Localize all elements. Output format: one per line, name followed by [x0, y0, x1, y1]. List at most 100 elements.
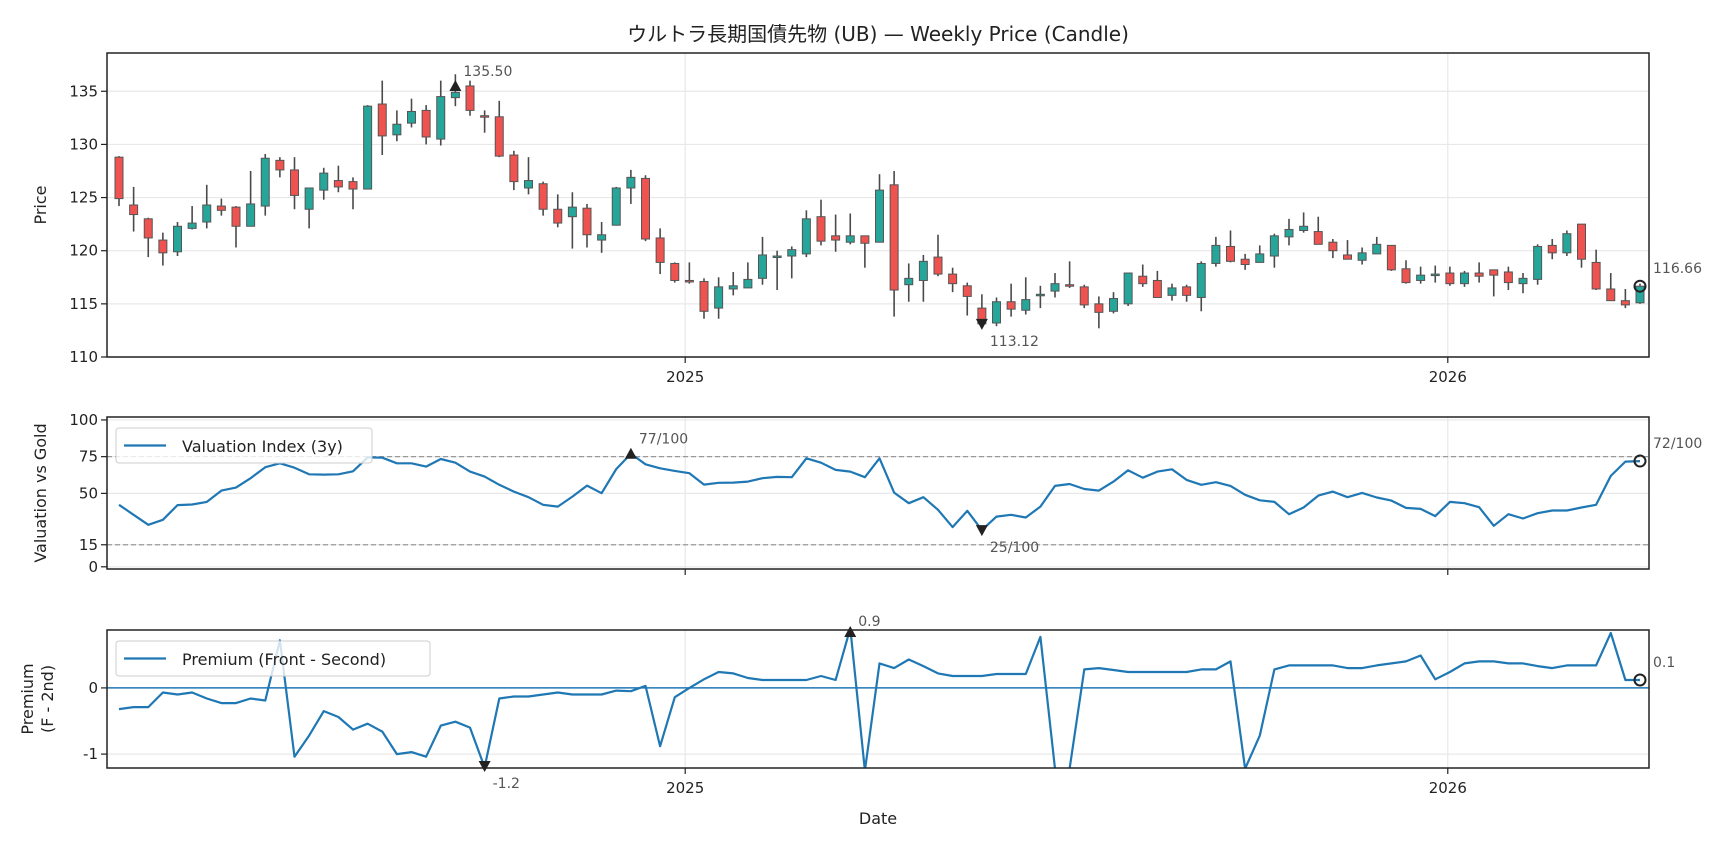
candle: [1123, 272, 1133, 306]
candle: [655, 228, 665, 275]
candle: [509, 150, 519, 191]
candle-body-up: [436, 96, 446, 140]
min-marker-triangle-down-icon: [975, 318, 988, 330]
candle: [597, 222, 607, 253]
candle-body-down: [1328, 241, 1338, 252]
candle: [553, 194, 563, 228]
y-axis-label: Valuation vs Gold: [31, 423, 50, 562]
candle: [1430, 265, 1440, 283]
candle-body-down: [275, 159, 285, 171]
last-annotation: 72/100: [1653, 436, 1702, 452]
candle-body-up: [173, 225, 182, 253]
candle: [1445, 266, 1455, 286]
candle-body-up: [1255, 253, 1265, 263]
candle-body-up: [714, 286, 724, 309]
axes-frame: [106, 629, 1650, 769]
candle-body-down: [1606, 288, 1616, 302]
y-tick-label: 125: [69, 189, 98, 207]
candle-body-up: [1109, 298, 1118, 312]
candle: [860, 235, 870, 268]
y-axis-label: Price: [31, 185, 50, 224]
candle: [1211, 236, 1221, 267]
candle: [158, 232, 168, 266]
candle: [641, 175, 650, 242]
last-marker-circle-icon: [1633, 673, 1647, 687]
candle-body-down: [582, 207, 592, 236]
legend: Premium (Front - Second): [115, 640, 431, 677]
max-marker-triangle-up-icon: [844, 626, 857, 637]
candle: [1035, 285, 1045, 309]
candle-body-down: [231, 206, 241, 227]
y-tick-label: 75: [79, 448, 98, 466]
candle: [1386, 244, 1396, 271]
candle: [1138, 264, 1148, 287]
candle: [1620, 288, 1630, 309]
y-tick-label: 110: [69, 348, 98, 366]
candle-body-up: [524, 180, 533, 189]
candle-body-up: [1372, 243, 1382, 255]
candle: [1562, 230, 1572, 257]
candle: [231, 206, 241, 248]
candle: [626, 169, 636, 204]
candle-body-down: [1401, 268, 1411, 284]
candle-body-up: [363, 105, 373, 190]
candle-body-up: [1635, 285, 1645, 304]
panel-1: 110 115 120 125 130 135 2025 2026 Price 135.50 113…: [31, 52, 1702, 386]
x-tick-label: 2026: [1429, 368, 1467, 386]
candle: [567, 192, 577, 249]
candle: [714, 277, 724, 319]
candle: [538, 181, 548, 216]
candle-body-down: [158, 239, 168, 254]
candle: [1416, 266, 1426, 284]
candle-body-down: [1152, 279, 1162, 298]
candle: [582, 203, 592, 248]
candle: [304, 187, 314, 229]
candle-body-down: [1138, 275, 1148, 285]
min-annotation: 25/100: [990, 540, 1039, 556]
candle: [743, 262, 753, 289]
candle-body-down: [1343, 254, 1352, 260]
candle-body-down: [699, 281, 709, 312]
candle-body-down: [538, 183, 548, 210]
candle: [377, 80, 387, 156]
candle: [1503, 266, 1513, 291]
y-tick-label: 100: [69, 411, 98, 429]
candle-body-up: [304, 187, 314, 210]
candle-body-up: [1269, 235, 1279, 257]
candle: [173, 222, 182, 257]
candle-body-down: [1065, 284, 1075, 287]
candle: [333, 165, 343, 193]
candle-body-down: [509, 154, 519, 183]
candle-body-up: [1430, 273, 1440, 277]
candle-body-down: [1547, 244, 1557, 254]
candle-body-down: [948, 273, 958, 285]
candle-body-up: [1167, 287, 1177, 296]
candle-body-up: [801, 218, 811, 255]
candle: [494, 100, 504, 158]
candle-body-up: [260, 157, 270, 207]
candle-body-up: [787, 249, 797, 257]
max-annotation: 135.50: [463, 64, 512, 80]
candle: [480, 110, 490, 133]
candle-body-down: [641, 177, 650, 240]
candle: [216, 198, 226, 216]
candle-body-down: [933, 256, 943, 275]
last-annotation: 0.1: [1653, 655, 1675, 671]
candle: [524, 157, 533, 195]
candle-body-down: [1182, 286, 1192, 296]
candle-body-down: [670, 262, 680, 281]
last-annotation: 116.66: [1653, 261, 1702, 277]
candle-body-down: [1313, 231, 1323, 245]
candle: [962, 282, 972, 316]
candle-body-down: [333, 180, 343, 188]
candle: [699, 278, 709, 319]
candle: [1079, 284, 1089, 309]
candle-body-up: [845, 235, 855, 243]
y-tick-label: 15: [79, 536, 98, 554]
candle-body-up: [246, 203, 256, 227]
candle: [1167, 283, 1177, 301]
candle: [1343, 240, 1352, 260]
candle: [202, 184, 212, 229]
candle: [918, 254, 928, 302]
candle: [421, 105, 431, 145]
